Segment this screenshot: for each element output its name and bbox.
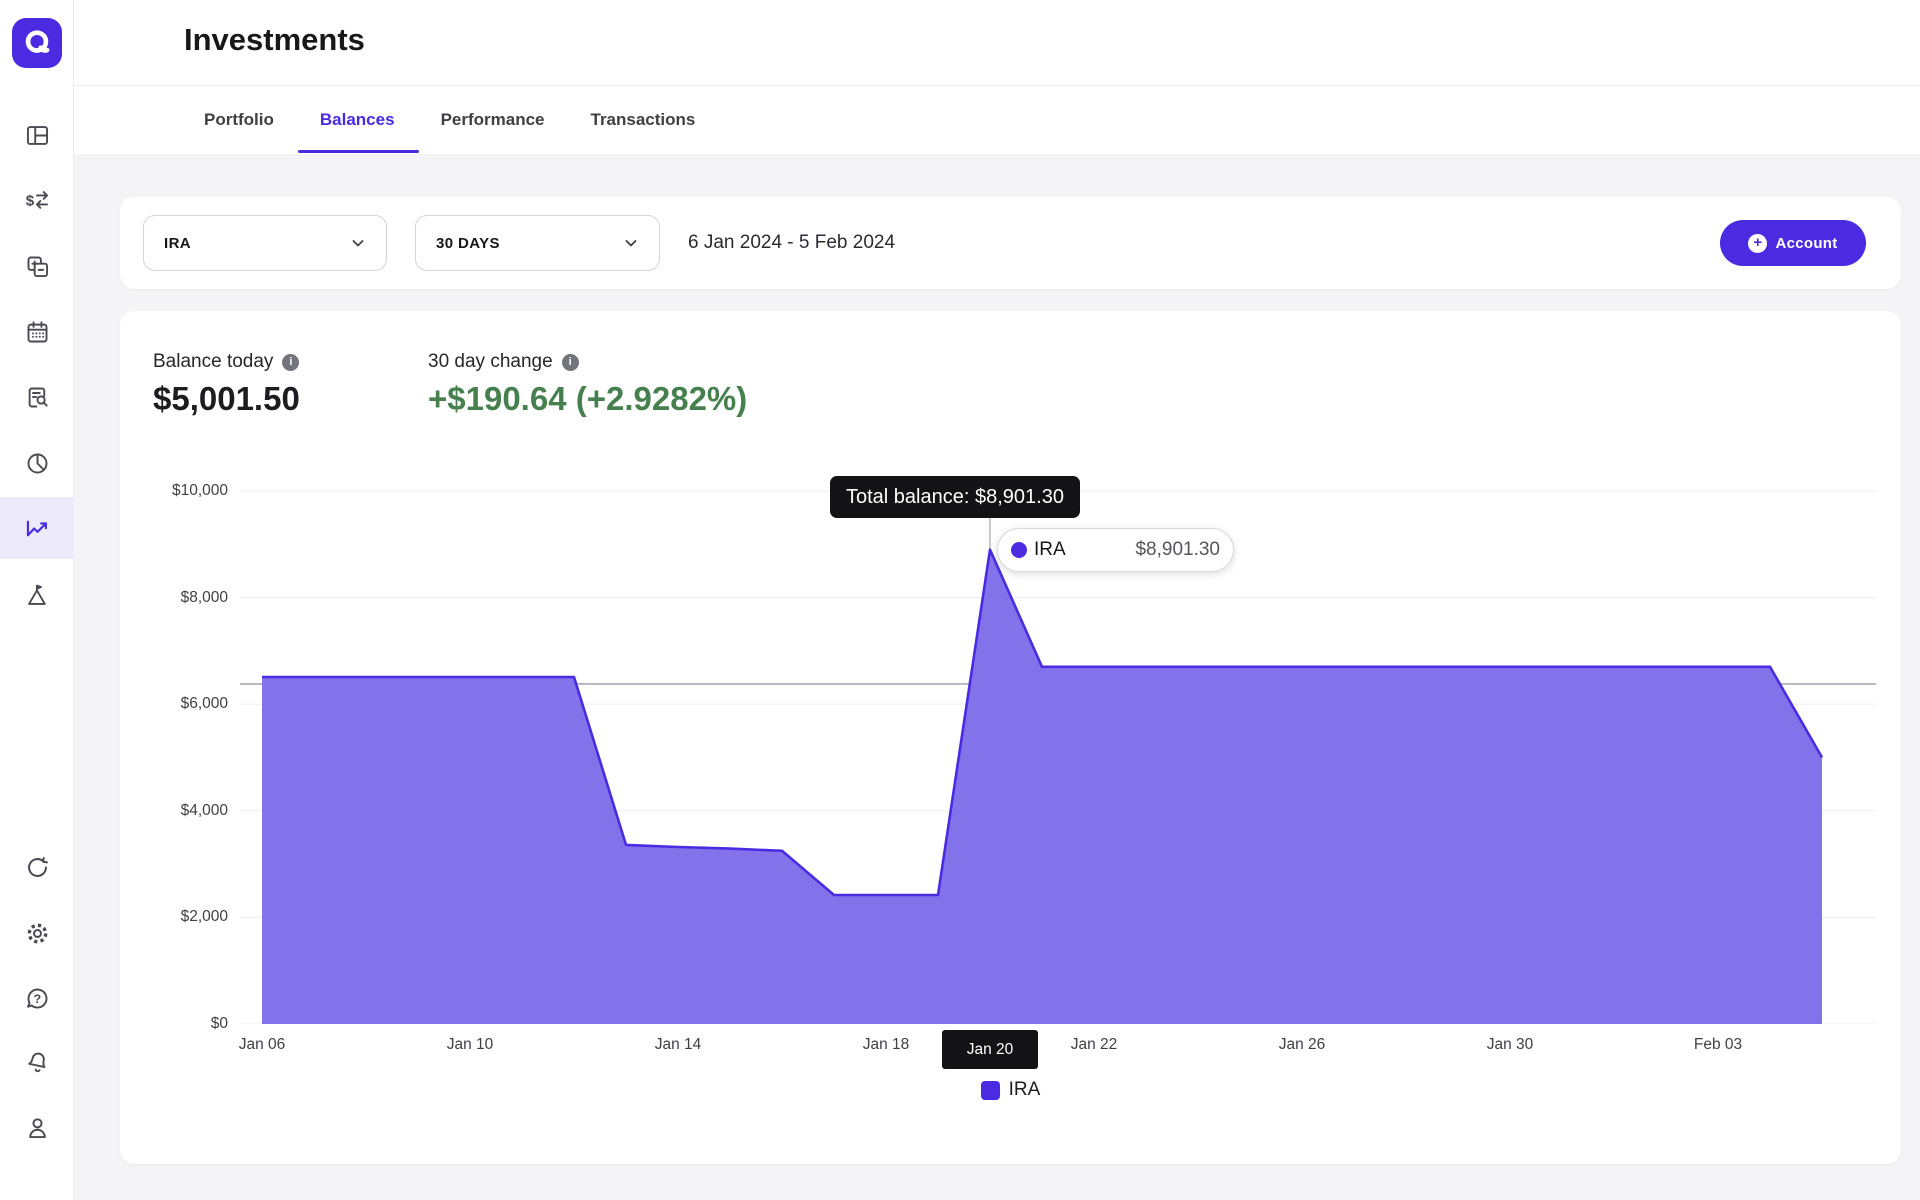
accounts-duplicate-icon — [27, 256, 48, 277]
balance-chart-card: Balance today i $5,001.50 30 day change … — [120, 311, 1901, 1164]
area-stroke — [262, 548, 1824, 897]
svg-text:$: $ — [25, 192, 34, 209]
page-title: Investments — [184, 22, 365, 57]
x-axis-tick: Jan 06 — [238, 1036, 286, 1053]
balance-chart-svg[interactable] — [240, 456, 1876, 1024]
balance-today-label: Balance today — [153, 351, 274, 372]
range-select-value: 30 DAYS — [436, 234, 500, 252]
header-divider — [74, 85, 1920, 86]
gear-icon — [27, 923, 47, 943]
y-axis-tick: $6,000 — [180, 695, 228, 713]
balance-today-metric: Balance today i $5,001.50 — [153, 351, 300, 418]
series-dot-icon — [1011, 542, 1027, 558]
trending-chart-icon — [26, 520, 47, 536]
change-value: +$190.64 (+2.9282%) — [428, 380, 748, 417]
q-logo-icon — [25, 30, 50, 53]
sidebar-item-accounts[interactable] — [0, 238, 74, 294]
y-axis-tick: $10,000 — [171, 482, 228, 499]
sidebar-item-help[interactable]: ? — [0, 970, 74, 1026]
y-axis-tick: $0 — [210, 1015, 228, 1032]
app-logo[interactable] — [12, 18, 62, 68]
sidebar-item-refresh[interactable] — [0, 839, 74, 895]
info-icon[interactable]: i — [282, 353, 300, 371]
tab-portfolio[interactable]: Portfolio — [204, 109, 274, 129]
balance-today-value: $5,001.50 — [153, 380, 300, 417]
add-account-button[interactable]: + Account — [1720, 220, 1866, 266]
tab-balances[interactable]: Balances — [297, 86, 419, 153]
help-icon: ? — [26, 988, 47, 1008]
x-axis-tick: Jan 26 — [1278, 1036, 1326, 1053]
chevron-down-icon — [625, 240, 637, 247]
account-select-value: IRA — [164, 234, 192, 252]
tab-transactions[interactable]: Transactions — [590, 109, 696, 129]
add-account-label: Account — [1775, 234, 1838, 252]
series-tooltip-name: IRA — [1034, 539, 1066, 560]
sidebar-item-investments[interactable] — [0, 497, 74, 559]
change-metric: 30 day change i +$190.64 (+2.9282%) — [428, 351, 747, 418]
x-axis-tick: Jan 22 — [1070, 1036, 1118, 1053]
x-axis-tick: Jan 30 — [1486, 1036, 1534, 1053]
tab-performance[interactable]: Performance — [440, 109, 545, 129]
main-content: IRA 30 DAYS 6 Jan 2024 - 5 Feb 2024 + Ac… — [74, 154, 1920, 1164]
info-icon[interactable]: i — [561, 353, 579, 371]
plus-circle-icon: + — [1748, 233, 1768, 253]
refresh-icon — [27, 856, 48, 877]
y-axis-tick: $8,000 — [180, 588, 228, 606]
y-axis-tick: $4,000 — [180, 801, 228, 819]
series-tooltip: IRA $8,901.30 — [997, 528, 1234, 572]
total-balance-tooltip-text: Total balance: $8,901.30 — [846, 485, 1064, 508]
sidebar-item-profile[interactable] — [0, 1099, 74, 1155]
tab-bar: Portfolio Balances Performance Transacti… — [204, 86, 695, 153]
chevron-down-icon — [352, 240, 364, 247]
sidebar-item-dashboard[interactable] — [0, 107, 74, 163]
y-axis-tick: $2,000 — [180, 908, 228, 926]
range-select[interactable]: 30 DAYS — [415, 215, 660, 271]
series-tooltip-value: $8,901.30 — [1135, 539, 1220, 560]
svg-text:?: ? — [33, 992, 41, 1006]
x-axis-tick: Feb 03 — [1693, 1036, 1743, 1053]
bell-icon — [27, 1052, 45, 1072]
date-range-text: 6 Jan 2024 - 5 Feb 2024 — [688, 232, 896, 253]
legend-label: IRA — [1008, 1079, 1041, 1100]
total-balance-tooltip: Total balance: $8,901.30 — [830, 476, 1080, 518]
mountain-flag-icon — [27, 584, 46, 605]
sidebar-item-transfers[interactable]: $ — [0, 172, 74, 228]
change-label: 30 day change — [428, 351, 553, 372]
area-fill — [262, 549, 1822, 1024]
x-axis-tick: Jan 18 — [862, 1036, 910, 1053]
chart-legend[interactable]: IRA — [120, 1079, 1901, 1101]
x-axis-tick-highlighted: Jan 20 — [942, 1030, 1038, 1069]
page-header: Investments Portfolio Balances Performan… — [74, 0, 1920, 154]
sidebar-item-settings[interactable] — [0, 905, 74, 961]
sidebar-item-calendar[interactable] — [0, 304, 74, 360]
sidebar-item-allocation[interactable] — [0, 435, 74, 491]
legend-swatch-icon — [980, 1080, 1000, 1100]
pie-chart-icon — [27, 453, 47, 473]
sidebar-item-goals[interactable] — [0, 567, 74, 623]
sidebar-item-notifications[interactable] — [0, 1034, 74, 1090]
sidebar: $ — [0, 0, 74, 1200]
document-search-icon — [28, 387, 48, 407]
user-icon — [28, 1117, 46, 1138]
filter-bar: IRA 30 DAYS 6 Jan 2024 - 5 Feb 2024 + Ac… — [120, 197, 1901, 289]
sidebar-item-statements[interactable] — [0, 369, 74, 425]
dashboard-icon — [26, 125, 48, 145]
calendar-icon — [27, 320, 47, 342]
x-axis-tick: Jan 14 — [654, 1036, 702, 1053]
money-transfer-icon: $ — [25, 190, 48, 209]
account-select[interactable]: IRA — [143, 215, 387, 271]
x-axis-tick: Jan 10 — [446, 1036, 494, 1053]
